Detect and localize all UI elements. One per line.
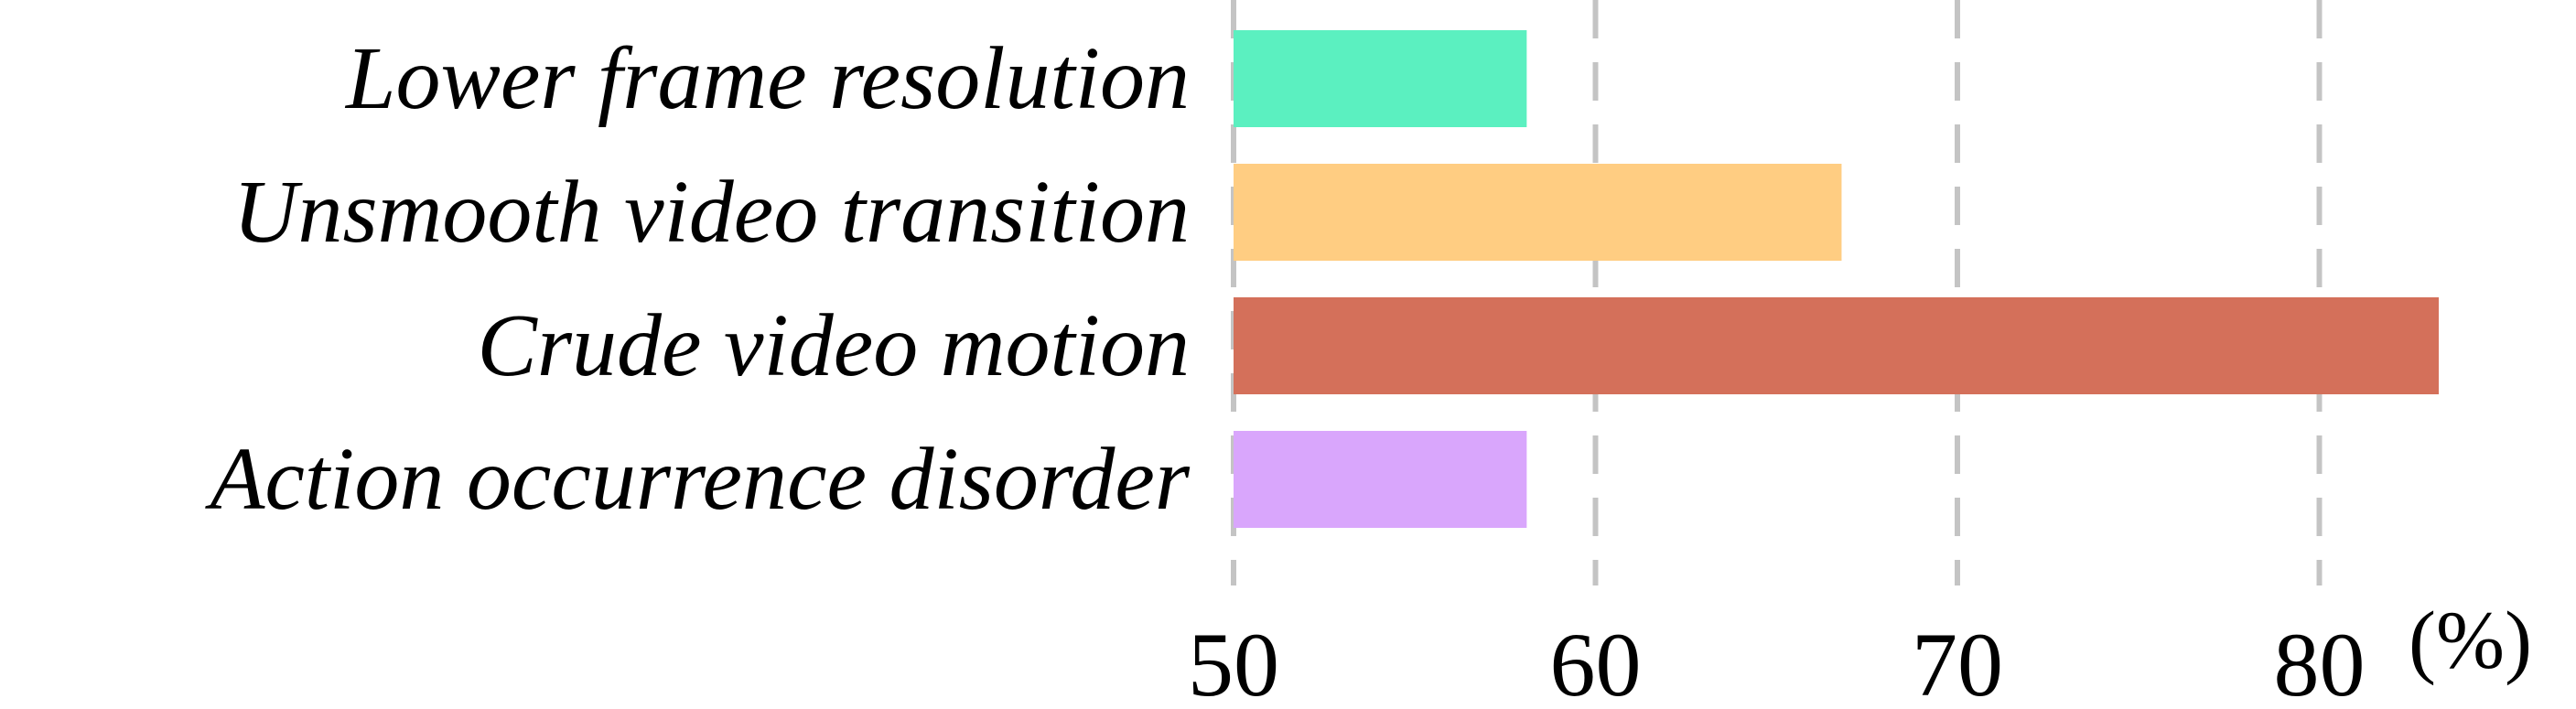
x-axis-unit-label: (%)	[2409, 596, 2532, 686]
bar-action-occurrence-disorder	[1234, 431, 1527, 528]
category-labels: Lower frame resolution Unsmooth video tra…	[205, 29, 1191, 529]
bars	[1234, 30, 2440, 528]
category-label-action-occurrence-disorder: Action occurrence disorder	[205, 430, 1191, 529]
bar-crude-video-motion	[1234, 297, 2440, 394]
x-tick-label-60: 60	[1550, 614, 1642, 709]
x-tick-label-70: 70	[1912, 614, 2003, 709]
category-label-lower-frame-resolution: Lower frame resolution	[344, 29, 1190, 128]
bar-lower-frame-resolution	[1234, 30, 1527, 127]
bar-unsmooth-video-transition	[1234, 164, 1842, 261]
x-tick-label-80: 80	[2274, 614, 2366, 709]
category-label-unsmooth-video-transition: Unsmooth video transition	[233, 163, 1190, 262]
category-label-crude-video-motion: Crude video motion	[478, 296, 1190, 395]
x-tick-label-50: 50	[1188, 614, 1279, 709]
x-axis-ticks: 50 60 70 80	[1188, 614, 2366, 709]
